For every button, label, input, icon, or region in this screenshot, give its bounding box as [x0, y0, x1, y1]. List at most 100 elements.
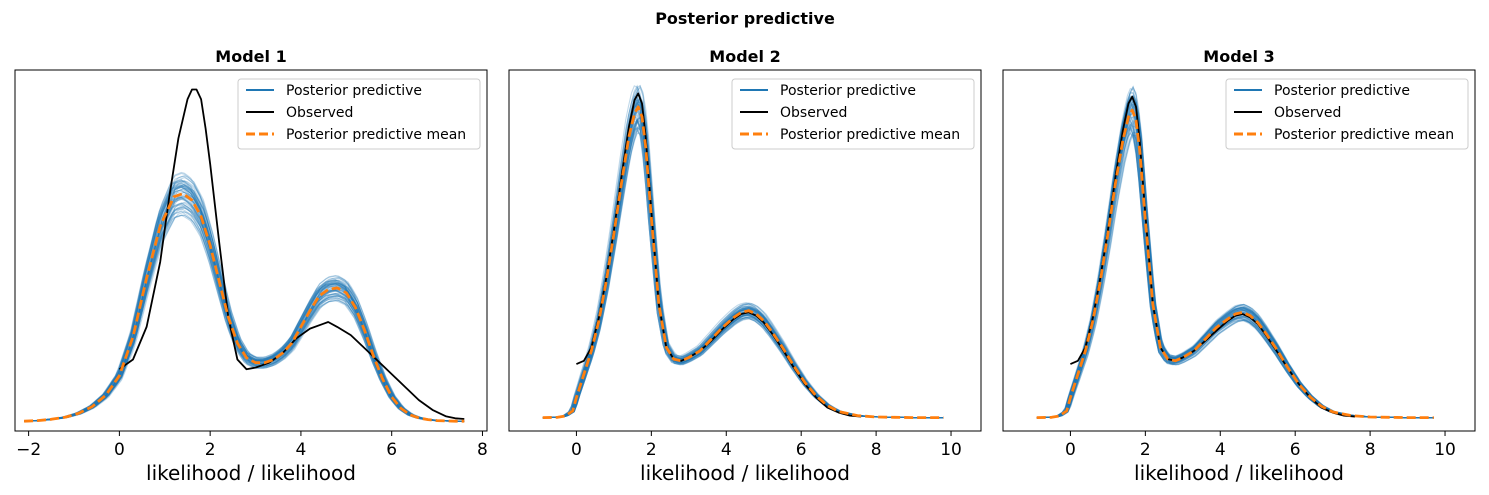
x-tick-label: 0 — [114, 440, 125, 460]
posterior-predictive-draw — [542, 103, 944, 419]
posterior-predictive-draw — [24, 204, 465, 422]
posterior-predictive-mean-line — [1036, 108, 1434, 420]
posterior-predictive-draw — [24, 194, 465, 422]
posterior-predictive-draw — [1036, 122, 1434, 419]
posterior-predictive-draw — [24, 202, 465, 422]
x-tick-label: 6 — [1290, 440, 1301, 460]
posterior-predictive-draw — [24, 184, 465, 422]
posterior-predictive-draw — [542, 84, 944, 419]
posterior-predictive-draw — [542, 102, 944, 419]
x-tick-label: −2 — [16, 440, 41, 460]
tick-layer: 0 2 4 6 8 10 — [571, 431, 962, 460]
legend-label-posterior-predictive: Posterior predictive — [286, 83, 422, 99]
x-tick-label: 0 — [1065, 440, 1076, 460]
posterior-predictive-mean-line — [542, 105, 944, 420]
posterior-predictive-draw — [1036, 91, 1434, 419]
panel-model-1: Model 1 −2 0 2 4 6 8 likelihood / likelihood … — [14, 47, 488, 485]
posterior-predictive-draw — [1036, 96, 1434, 419]
posterior-predictive-draw — [24, 207, 465, 422]
posterior-predictive-draw — [24, 214, 465, 422]
legend: Posterior predictive Observed Posterior … — [731, 78, 975, 150]
posterior-predictive-draw — [542, 95, 944, 419]
posterior-predictive-draw — [1036, 100, 1434, 419]
x-axis-label: likelihood / likelihood — [1134, 461, 1344, 485]
legend-label-posterior-predictive-mean: Posterior predictive mean — [1274, 127, 1454, 143]
x-tick-label: 2 — [205, 440, 216, 460]
posterior-predictive-draw — [1036, 119, 1434, 419]
posterior-predictive-draw — [1036, 120, 1434, 419]
posterior-predictive-draw — [1036, 134, 1434, 419]
legend-label-posterior-predictive-mean: Posterior predictive mean — [780, 127, 960, 143]
posterior-predictive-draw — [24, 175, 465, 422]
posterior-predictive-draw — [542, 124, 944, 419]
posterior-predictive-draw — [542, 100, 944, 419]
legend: Posterior predictive Observed Posterior … — [237, 78, 481, 150]
posterior-predictive-draw — [542, 118, 944, 419]
posterior-predictive-draw — [542, 114, 944, 419]
posterior-predictive-draw — [542, 120, 944, 419]
panel-model-2: Model 2 0 2 4 6 8 10 likelihood / likelihood … — [508, 47, 982, 485]
x-tick-label: 2 — [1140, 440, 1151, 460]
posterior-predictive-draw — [1036, 95, 1434, 419]
plot-area — [508, 69, 982, 432]
posterior-predictive-draw — [1036, 94, 1434, 419]
legend-label-posterior-predictive-mean: Posterior predictive mean — [286, 127, 466, 143]
posterior-predictive-draw — [542, 86, 944, 419]
panel-model-3: Model 3 0 2 4 6 8 10 likelihood / likelihood … — [1002, 47, 1476, 485]
x-tick-label: 4 — [1215, 440, 1226, 460]
posterior-predictive-draw — [24, 185, 465, 422]
x-tick-label: 4 — [296, 440, 307, 460]
posterior-predictive-draw — [1036, 105, 1434, 419]
x-axis: −2 0 2 4 6 8 likelihood / likelihood — [16, 431, 488, 485]
posterior-predictive-draw — [542, 126, 944, 419]
posterior-predictive-draw — [24, 180, 465, 422]
x-tick-label: 10 — [940, 440, 962, 460]
posterior-predictive-draw — [1036, 87, 1434, 419]
series-layer — [542, 84, 944, 420]
x-axis: 0 2 4 6 8 10 likelihood / likelihood — [571, 431, 962, 485]
x-tick-label: 8 — [1365, 440, 1376, 460]
posterior-predictive-draw — [1036, 131, 1434, 419]
posterior-predictive-draw — [24, 206, 465, 422]
posterior-predictive-draw — [542, 96, 944, 419]
posterior-predictive-draw — [542, 104, 944, 419]
posterior-predictive-draw — [24, 210, 465, 422]
posterior-predictive-draw — [24, 172, 465, 422]
series-layer — [24, 88, 465, 423]
panel-title: Model 1 — [215, 47, 286, 66]
x-axis-label: likelihood / likelihood — [146, 461, 356, 485]
x-tick-label: 4 — [721, 440, 732, 460]
posterior-predictive-draw — [1036, 98, 1434, 419]
posterior-predictive-draw — [24, 176, 465, 422]
tick-layer: 0 2 4 6 8 10 — [1065, 431, 1456, 460]
posterior-predictive-draw — [542, 115, 944, 419]
posterior-predictive-draw — [24, 196, 465, 422]
series-layer — [1036, 85, 1434, 420]
posterior-predictive-draw — [1036, 99, 1434, 419]
figure-title: Posterior predictive — [655, 9, 835, 28]
posterior-predictive-draw — [24, 202, 465, 422]
posterior-predictive-draw — [24, 179, 465, 422]
posterior-predictive-draw — [542, 132, 944, 419]
posterior-predictive-draw — [542, 127, 944, 419]
posterior-predictive-draw — [542, 126, 944, 419]
posterior-predictive-draw — [1036, 102, 1434, 419]
posterior-predictive-draw — [542, 95, 944, 419]
x-tick-label: 2 — [646, 440, 657, 460]
posterior-predictive-draw — [24, 188, 465, 422]
legend-label-posterior-predictive: Posterior predictive — [780, 83, 916, 99]
posterior-predictive-draw — [24, 185, 465, 422]
posterior-predictive-draw — [542, 85, 944, 419]
posterior-predictive-draw — [24, 187, 465, 422]
posterior-predictive-draw — [24, 191, 465, 422]
posterior-predictive-draw — [24, 197, 465, 422]
legend-frame — [731, 78, 975, 150]
posterior-predictive-draw — [24, 191, 465, 422]
legend: Posterior predictive Observed Posterior … — [1225, 78, 1469, 150]
x-tick-label: 8 — [477, 440, 488, 460]
posterior-predictive-draw — [24, 214, 465, 422]
legend-label-observed: Observed — [780, 105, 847, 121]
posterior-predictive-draw — [542, 98, 944, 419]
posterior-predictive-draw — [24, 210, 465, 422]
